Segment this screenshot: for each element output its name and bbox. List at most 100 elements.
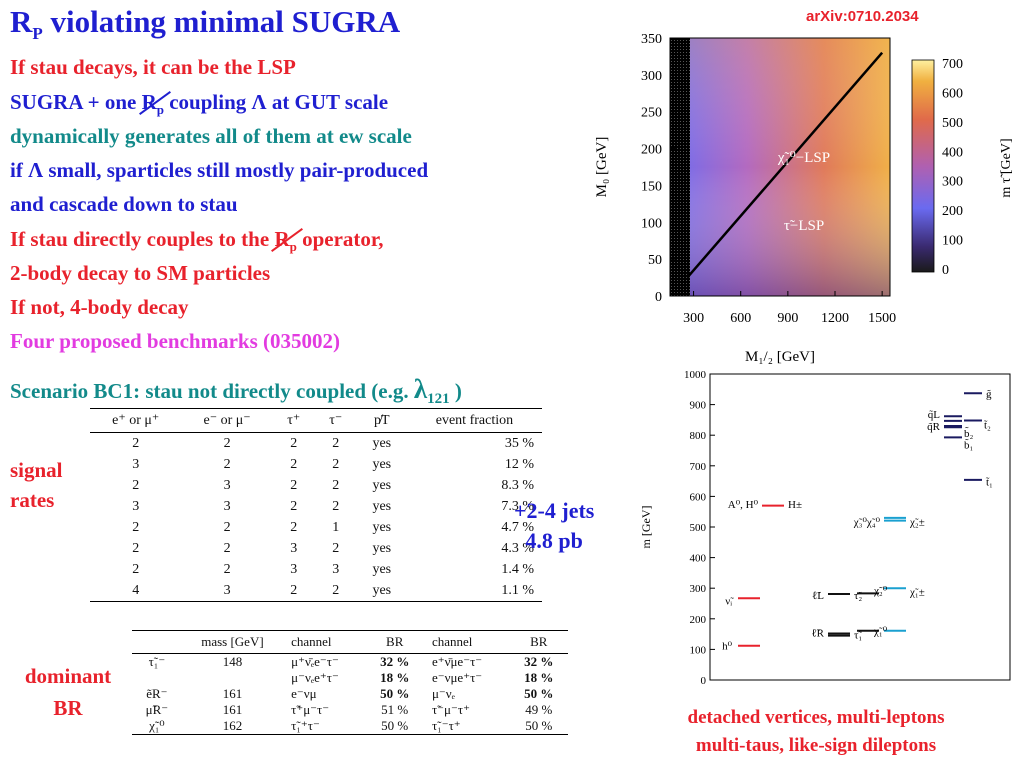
table-cell: 3	[290, 540, 298, 556]
particle-label: t̃₂	[984, 419, 991, 431]
bullet-pair-produced: if Λ small, sparticles still mostly pair…	[10, 158, 429, 182]
colorbar-tick-label: 500	[942, 116, 963, 131]
bullet-sugra-coupling: SUGRA + one Rp coupling Λ at GUT scale	[10, 90, 389, 118]
lsp-boundary-line	[686, 51, 884, 279]
table-cell: 2	[290, 519, 298, 535]
particle-label: q̃R	[927, 421, 941, 433]
dominant-br-label: dominant BR	[24, 664, 112, 720]
table-cell: e⁺ν̄μe⁻τ⁻	[431, 654, 483, 669]
particle-label: τ̃₂	[854, 590, 862, 602]
bullet-4body: If not, 4-body decay	[10, 295, 189, 319]
table-cell: 2	[272, 580, 315, 602]
signal-rates-label: signal rates	[10, 458, 63, 512]
x-tick-label: 600	[730, 311, 751, 326]
particle-label: t̃₁	[986, 477, 993, 489]
table-cell: 3	[132, 498, 140, 514]
table-cell: 18 %	[524, 670, 554, 685]
excluded-region	[670, 38, 690, 296]
particle-label: χ̃₃⁰χ̃₄⁰	[853, 516, 881, 528]
table-cell: 2	[314, 580, 357, 602]
table-cell: 3	[223, 477, 231, 493]
column-header: e⁺ or μ⁺	[90, 408, 182, 433]
column-header: e⁻ or μ⁻	[181, 408, 273, 433]
table-cell: 50 %	[365, 718, 424, 735]
table-cell: 2	[132, 561, 140, 577]
spectrum-y-tick-label: 900	[690, 400, 707, 412]
table-cell: yes	[372, 477, 392, 493]
table-cell: 2	[223, 561, 231, 577]
particle-label: ℓ̃L	[812, 590, 824, 602]
table-header-row: e⁺ or μ⁺ e⁻ or μ⁻ τ⁺ τ⁻ p̸T event fracti…	[90, 408, 542, 433]
region-label-neutralino: χ̃₁⁰−LSP	[777, 150, 830, 166]
table-header-row: mass [GeV] channel BR channel BR	[132, 630, 568, 654]
table-cell: μ⁻νₑ	[431, 686, 455, 701]
table-cell: yes	[372, 456, 392, 472]
x-tick-label: 1500	[868, 311, 896, 326]
table-cell: 3	[290, 561, 298, 577]
particle-label: b̃₂	[964, 426, 974, 440]
table-cell: μ⁺ν̄ₑe⁻τ⁻	[291, 654, 339, 669]
table-cell: μ⁻νₑe⁺τ⁻	[291, 670, 339, 685]
column-header: BR	[509, 630, 568, 654]
spectrum-y-tick-label: 300	[690, 583, 707, 595]
bullet-directly-couples: If stau directly couples to the Rp opera…	[10, 227, 384, 255]
y-tick-label: 300	[641, 69, 662, 84]
signature-caption: detached vertices, multi-leptons multi-ta…	[687, 707, 945, 756]
spectrum-y-tick-label: 100	[690, 644, 707, 656]
dominant-br-table: mass [GeV] channel BR channel BR τ̃₁⁻ 148…	[132, 630, 568, 735]
y-tick-label: 50	[648, 253, 662, 268]
particle-label: h⁰	[722, 641, 733, 653]
particle-label: χ̃₂±	[909, 516, 925, 528]
table-cell: 2	[332, 435, 340, 451]
x-tick-label: 300	[683, 311, 704, 326]
column-header: mass [GeV]	[181, 630, 284, 654]
column-header: channel	[423, 630, 510, 654]
column-header: channel	[283, 630, 366, 654]
y-tick-label: 100	[641, 216, 662, 231]
table-row: 2 2 2 1 yes 4.7 %	[90, 517, 542, 538]
y-tick-label: 350	[641, 32, 662, 47]
table-cell: 4	[90, 580, 182, 602]
colorbar-tick-label: 600	[942, 86, 963, 101]
table-cell: 51 %	[381, 702, 409, 717]
signal-rates-table: e⁺ or μ⁺ e⁻ or μ⁻ τ⁺ τ⁻ p̸T event fracti…	[90, 408, 542, 602]
table-cell: 32 %	[380, 654, 410, 669]
table-cell: 2	[132, 435, 140, 451]
table-cell: 49 %	[525, 702, 553, 717]
particle-label: H±	[788, 499, 802, 511]
table-cell: 7.3 %	[501, 498, 534, 514]
colorbar-tick-label: 400	[942, 145, 963, 160]
bullet-cascade: and cascade down to stau	[10, 192, 238, 216]
table-cell: 2	[132, 540, 140, 556]
table-cell: 3	[132, 456, 140, 472]
table-cell: 2	[332, 498, 340, 514]
colorbar-tick-label: 100	[942, 234, 963, 249]
colorbar-tick-label: 200	[942, 204, 963, 219]
table-cell: 18 %	[380, 670, 410, 685]
table-cell: 4.7 %	[501, 519, 534, 535]
table-row: 2 2 3 3 yes 1.4 %	[90, 559, 542, 580]
table-row: μ̃R⁻ 161 τ̃⁺μ⁻τ⁻ 51 % τ̃⁻μ⁻τ⁺ 49 %	[132, 702, 568, 718]
table-cell: τ̃₁⁺τ⁻	[283, 718, 366, 735]
table-cell: e⁻νμ	[291, 686, 317, 701]
particle-label: b̃₁	[964, 438, 974, 452]
spectrum-y-tick-label: 600	[690, 491, 707, 503]
y-tick-label: 0	[655, 290, 662, 305]
table-cell: 2	[223, 456, 231, 472]
table-cell: 161	[222, 702, 243, 717]
table-cell: ẽR⁻	[146, 686, 168, 701]
particle-label: τ̃₁	[854, 629, 862, 641]
bullet-benchmarks: Four proposed benchmarks (035002)	[10, 329, 341, 353]
table-cell: 2	[132, 519, 140, 535]
particle-label: q̃L	[928, 409, 941, 421]
x-tick-label: 900	[777, 311, 798, 326]
spectrum-y-tick-label: 800	[690, 430, 707, 442]
table-cell: 50 %	[380, 686, 410, 701]
table-cell: 3	[223, 498, 231, 514]
spectrum-y-tick-label: 700	[690, 461, 707, 473]
table-cell: 2	[290, 435, 298, 451]
column-header: p̸T	[356, 408, 407, 433]
table-cell: τ̃⁻μ⁻τ⁺	[431, 702, 470, 717]
particle-label: χ̃₂⁰	[873, 585, 888, 597]
